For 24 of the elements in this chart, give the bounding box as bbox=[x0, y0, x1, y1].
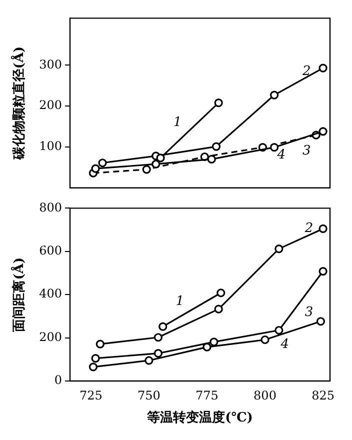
x-tick-label: 725 bbox=[79, 388, 102, 402]
y-tick-label: 400 bbox=[39, 286, 62, 301]
y-tick-label: 200 bbox=[39, 330, 62, 344]
series-label: 4 bbox=[276, 148, 286, 163]
y-axis-title: 碳化物颗粒直径(Å) bbox=[10, 46, 28, 161]
series-label: 2 bbox=[302, 64, 311, 79]
series-label: 1 bbox=[176, 294, 184, 310]
series-label: 2 bbox=[304, 221, 314, 236]
y-axis-title: 面间距离(Å) bbox=[10, 257, 28, 333]
x-axis-title: 等温转变温度(℃) bbox=[146, 410, 253, 426]
y-tick-label: 100 bbox=[39, 139, 62, 154]
y-tick-label: 0 bbox=[54, 373, 62, 388]
series-label: 4 bbox=[280, 336, 289, 352]
x-tick-label: 800 bbox=[254, 388, 276, 402]
y-tick-label: 800 bbox=[39, 200, 62, 214]
series-label: 1 bbox=[173, 114, 182, 130]
y-tick-label: 300 bbox=[39, 57, 62, 72]
y-tick-label: 200 bbox=[39, 98, 62, 112]
series-label: 3 bbox=[302, 144, 311, 159]
y-tick-label: 600 bbox=[39, 244, 62, 258]
series-label: 3 bbox=[304, 305, 314, 320]
x-tick-label: 775 bbox=[196, 388, 218, 402]
x-tick-label: 750 bbox=[137, 388, 160, 402]
x-tick-label: 825 bbox=[312, 388, 334, 402]
